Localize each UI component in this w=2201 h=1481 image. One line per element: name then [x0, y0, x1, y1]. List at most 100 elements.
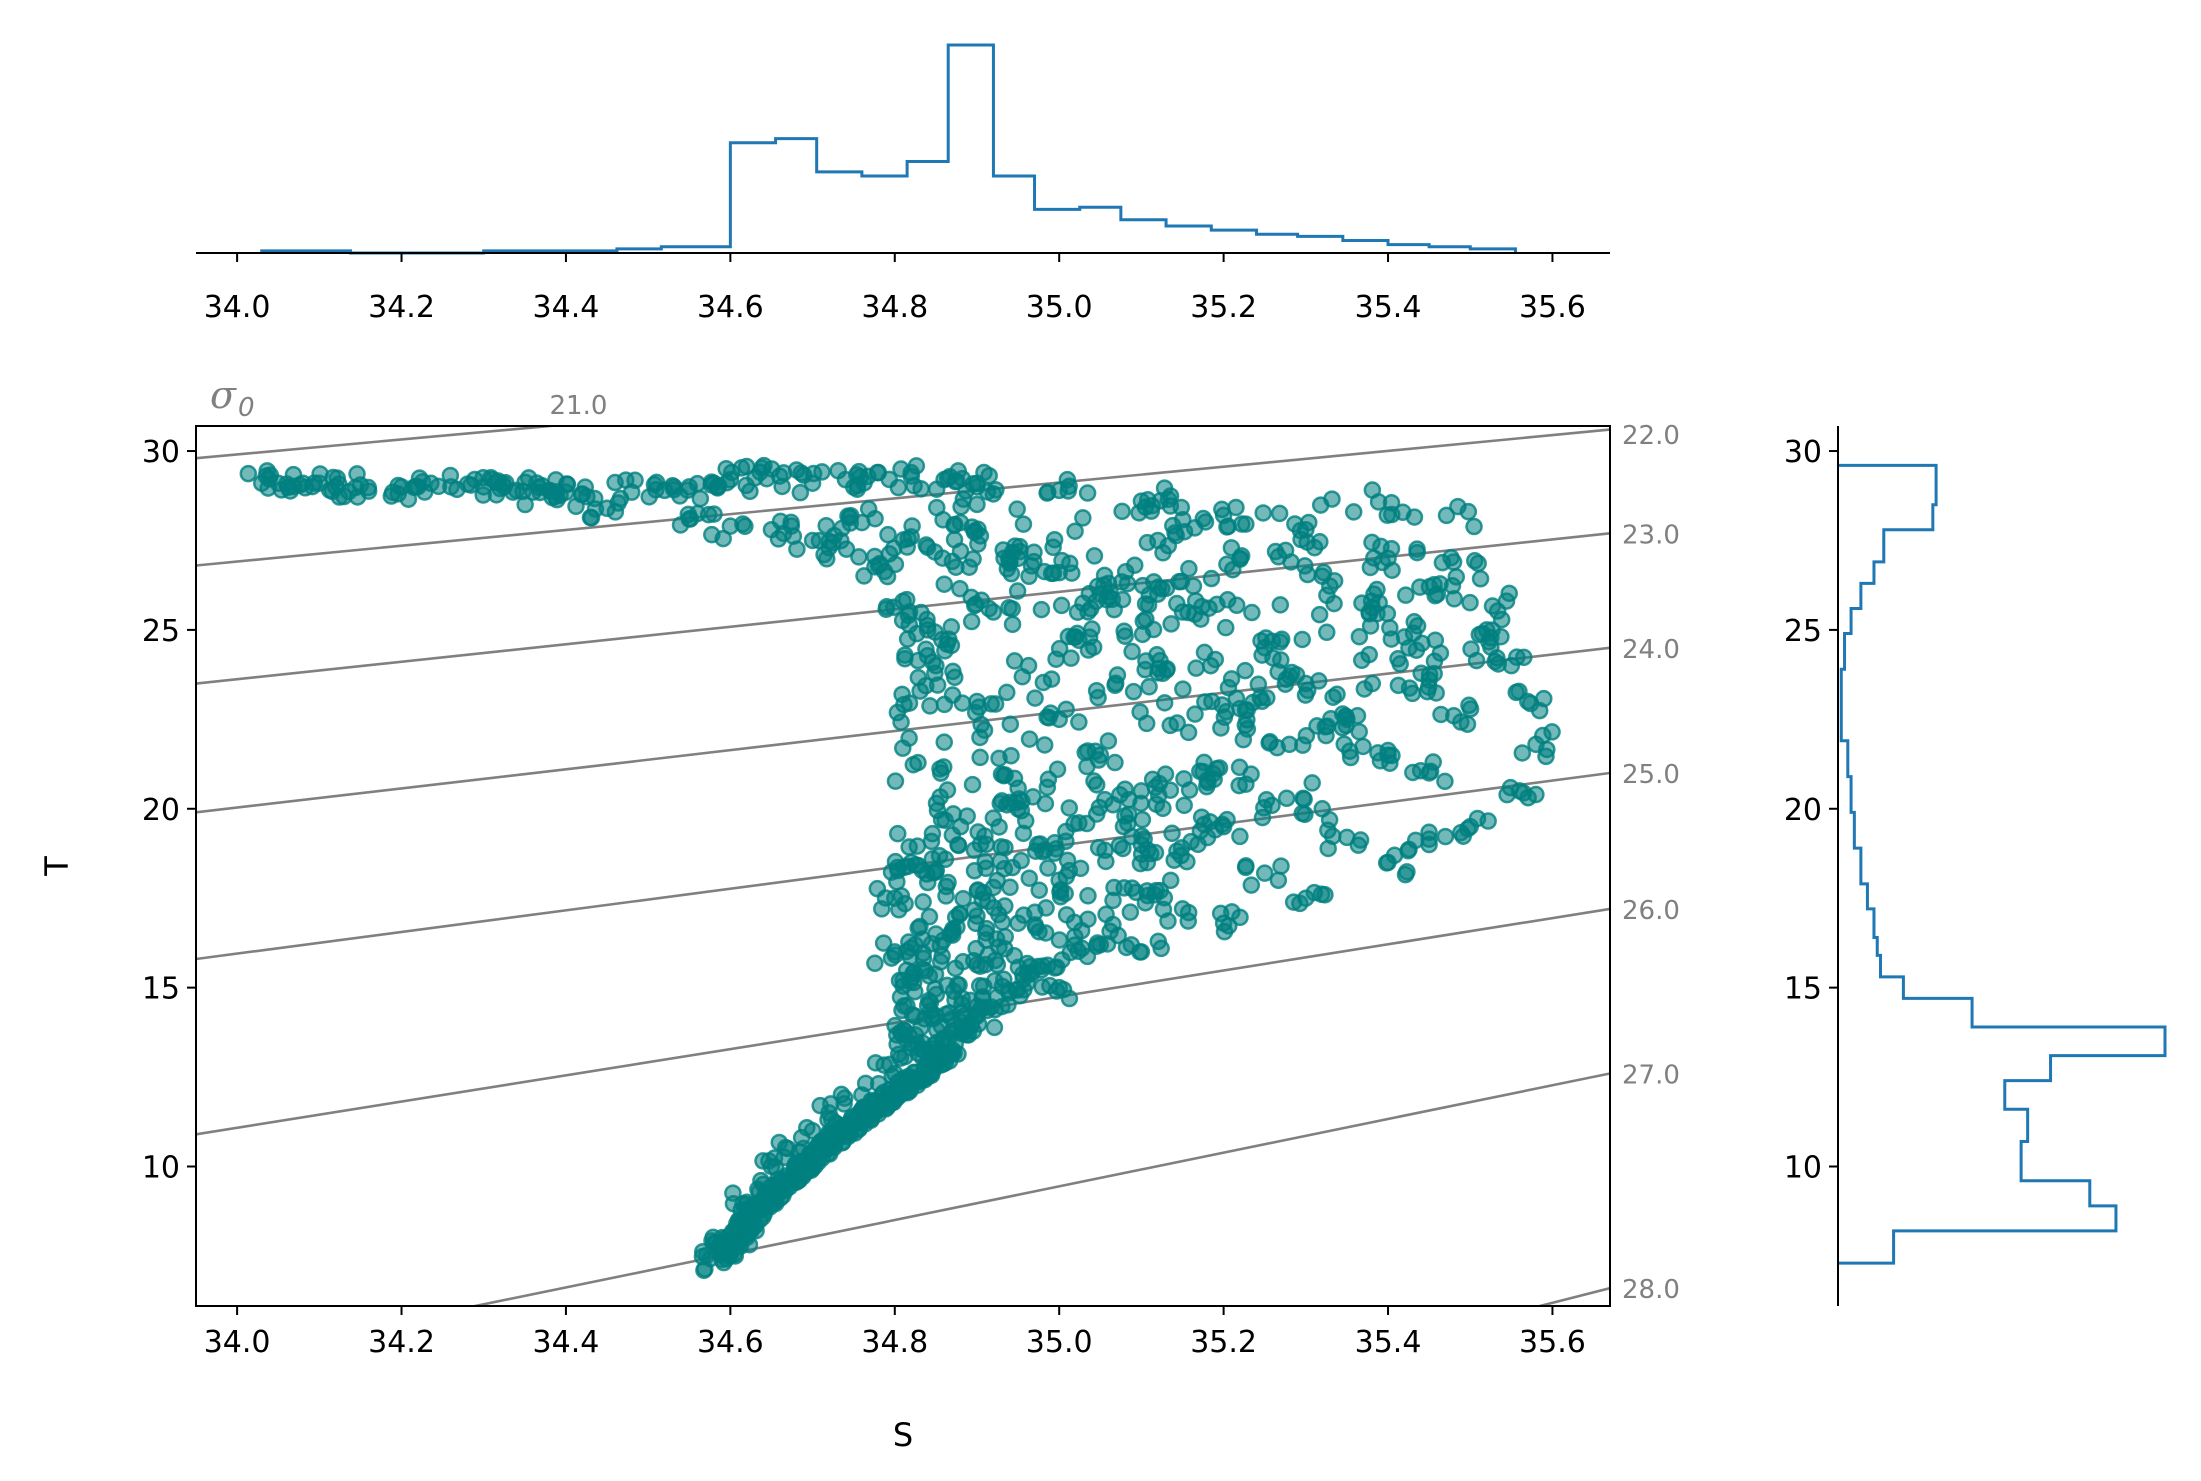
salinity-histogram-step: [260, 43, 1517, 255]
data-point: [305, 474, 324, 492]
data-point: [1070, 713, 1088, 731]
scatter-points: [239, 456, 1561, 1280]
data-point: [1136, 595, 1155, 613]
data-point: [1161, 716, 1179, 735]
data-point: [1071, 859, 1090, 878]
data-point: [1138, 491, 1157, 509]
top-hist-x-tick-label: 34.0: [204, 290, 271, 325]
data-point: [1047, 650, 1065, 668]
data-point: [1454, 827, 1472, 845]
data-point: [1079, 887, 1097, 905]
isopycnal-label: 22.0: [1622, 421, 1680, 451]
data-point: [710, 1237, 729, 1256]
data-point: [927, 1007, 946, 1025]
data-point: [862, 1097, 880, 1115]
data-point: [1014, 824, 1033, 843]
data-point: [1461, 593, 1479, 612]
data-point: [1310, 672, 1328, 690]
data-point: [1538, 740, 1556, 759]
data-point: [1469, 554, 1487, 573]
data-point: [920, 991, 938, 1010]
data-point: [952, 497, 970, 516]
data-point: [1254, 504, 1272, 522]
data-point: [1132, 794, 1150, 813]
data-point: [1195, 643, 1214, 662]
right-hist-y-tick-label: 25: [1784, 614, 1822, 649]
isopycnal-label: 26.0: [1622, 896, 1680, 926]
data-point: [969, 881, 987, 899]
right-hist-y-tick-label: 15: [1784, 972, 1822, 1007]
data-point: [1097, 905, 1115, 924]
data-point: [990, 749, 1008, 768]
data-point: [1180, 559, 1198, 578]
data-point: [1149, 932, 1168, 951]
data-point: [567, 497, 585, 516]
data-point: [1163, 824, 1181, 843]
data-point: [855, 567, 873, 585]
data-point: [1217, 702, 1235, 721]
data-point: [880, 545, 899, 563]
top-histogram: 34.0 34.2 34.4 34.6 34.8 35.0 35.2 35.4 35.6: [196, 43, 1610, 325]
data-point: [1355, 680, 1374, 698]
data-point: [1000, 598, 1018, 617]
data-point: [1303, 774, 1321, 792]
data-point: [1269, 871, 1288, 890]
data-point: [900, 729, 918, 747]
data-point: [931, 788, 949, 806]
data-point: [328, 469, 346, 487]
x-axis-label: S: [893, 1416, 913, 1454]
data-point: [1492, 627, 1510, 646]
data-point: [968, 495, 986, 514]
data-point: [1237, 515, 1255, 533]
data-point: [1178, 852, 1196, 871]
data-point: [1088, 577, 1107, 596]
data-point: [1006, 537, 1024, 555]
data-point: [945, 668, 964, 687]
data-point: [987, 481, 1005, 499]
data-point: [1371, 752, 1390, 770]
data-point: [1237, 857, 1255, 875]
data-point: [1010, 790, 1028, 808]
data-point: [848, 480, 866, 498]
data-point: [1175, 796, 1193, 815]
data-point: [984, 809, 1003, 827]
data-point: [963, 775, 982, 794]
data-point: [1057, 906, 1076, 924]
data-point: [889, 478, 908, 497]
data-point: [1543, 723, 1561, 741]
data-point: [1059, 627, 1078, 646]
data-point: [904, 973, 923, 992]
data-point: [1116, 627, 1134, 645]
data-point: [866, 1054, 885, 1072]
data-point: [1019, 656, 1038, 675]
data-point: [1196, 513, 1215, 531]
data-point: [817, 516, 835, 535]
data-point: [1074, 509, 1092, 527]
data-point: [1192, 808, 1211, 826]
data-point: [1161, 487, 1180, 505]
data-point: [1300, 513, 1318, 532]
data-point: [1408, 543, 1426, 562]
data-point: [1468, 809, 1487, 828]
data-point: [1113, 590, 1132, 609]
data-point: [1282, 553, 1300, 571]
data-point: [1510, 682, 1528, 701]
data-point: [914, 893, 932, 911]
data-point: [1236, 716, 1255, 734]
y-tick-label: 15: [142, 972, 180, 1007]
data-point: [1234, 730, 1253, 749]
data-point: [1104, 891, 1122, 910]
data-point: [1122, 936, 1141, 954]
data-point: [1123, 827, 1141, 846]
data-point: [965, 862, 984, 880]
top-hist-x-tick-label: 35.2: [1190, 290, 1257, 325]
data-point: [1385, 846, 1404, 865]
data-point: [1260, 734, 1278, 752]
data-point: [1020, 567, 1038, 586]
data-point: [239, 464, 258, 483]
data-point: [1146, 778, 1165, 797]
isopycnal-label: 23.0: [1622, 520, 1680, 550]
data-point: [953, 469, 972, 488]
data-point: [1212, 719, 1230, 737]
